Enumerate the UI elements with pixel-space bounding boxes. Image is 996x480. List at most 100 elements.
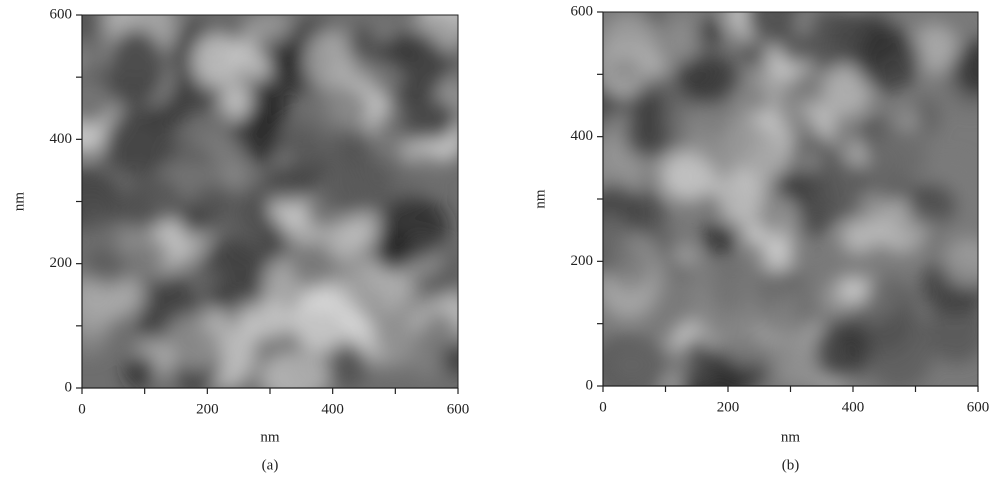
grain (624, 188, 668, 238)
grain (263, 163, 317, 204)
y-tick-label: 600 (50, 6, 73, 22)
x-tick-label: 0 (599, 399, 607, 415)
grain (191, 32, 242, 89)
grain (796, 151, 823, 174)
grain (774, 174, 797, 195)
grain (700, 221, 738, 256)
y-tick-label: 0 (586, 377, 594, 393)
grain (866, 129, 928, 188)
grain (675, 52, 741, 105)
x-tick-label: 400 (842, 399, 865, 415)
grain (943, 238, 978, 287)
grain (907, 183, 957, 229)
y-tick-label: 200 (571, 253, 594, 269)
grain (784, 107, 817, 147)
grain (85, 249, 127, 288)
grain (328, 345, 369, 388)
grain (641, 12, 667, 23)
x-tick-label: 600 (967, 399, 990, 415)
grain (743, 223, 766, 246)
afm-texture (603, 12, 978, 386)
grain (224, 165, 246, 188)
grain (124, 354, 157, 388)
grain (779, 28, 814, 67)
grain (691, 268, 761, 347)
grain (189, 147, 211, 166)
y-axis-label: nm (532, 189, 548, 209)
y-axis-label: nm (11, 192, 27, 212)
x-tick-label: 600 (447, 401, 470, 417)
grain (245, 77, 290, 135)
x-axis-label: nm (781, 429, 801, 445)
grain (670, 245, 699, 268)
grain (289, 243, 333, 287)
grain (324, 156, 394, 216)
y-tick-label: 400 (50, 131, 73, 147)
grain (401, 96, 458, 143)
afm-texture (82, 15, 458, 388)
grain (954, 38, 978, 97)
x-tick-label: 200 (196, 401, 219, 417)
grain (658, 346, 697, 376)
grain (603, 213, 630, 250)
grain (821, 64, 872, 119)
grain (198, 239, 266, 313)
grain (762, 236, 794, 273)
grain (365, 63, 404, 96)
grain (440, 344, 458, 375)
grain (303, 30, 359, 92)
grain (696, 18, 724, 49)
grain (193, 264, 220, 298)
grain (163, 314, 226, 371)
grain (608, 238, 652, 290)
afm-grains (82, 15, 458, 388)
grain (178, 205, 211, 228)
grain (663, 375, 686, 386)
grain (625, 111, 668, 159)
caption: (a) (262, 457, 279, 473)
grain (840, 219, 879, 255)
grain (659, 150, 718, 202)
grain (802, 12, 867, 72)
grain (82, 15, 101, 39)
grain (290, 290, 355, 354)
x-tick-label: 400 (321, 401, 344, 417)
grain (82, 279, 120, 335)
y-tick-label: 600 (571, 3, 594, 19)
grain (314, 84, 371, 137)
x-tick-label: 0 (78, 401, 86, 417)
grain (279, 118, 330, 170)
grain (240, 300, 294, 341)
grain (84, 207, 107, 228)
grain (627, 89, 668, 119)
grain (603, 335, 664, 386)
grain (82, 67, 115, 126)
caption: (b) (782, 457, 800, 473)
grain (220, 84, 252, 120)
grain (102, 110, 174, 176)
grain (664, 17, 702, 63)
afm-grains (603, 12, 978, 386)
grain (686, 86, 757, 170)
grain (115, 196, 161, 233)
grain (717, 170, 764, 226)
grain (707, 178, 729, 199)
y-tick-label: 400 (571, 128, 594, 144)
grain (246, 138, 280, 163)
grain (106, 28, 166, 106)
grain (345, 27, 384, 64)
grain (344, 212, 388, 247)
grain (344, 264, 377, 291)
grain (813, 321, 870, 382)
grain (750, 268, 810, 339)
grain (840, 277, 870, 305)
grain (854, 28, 922, 92)
grain (911, 24, 959, 74)
grain (420, 310, 458, 349)
y-tick-label: 0 (65, 379, 73, 395)
x-axis-label: nm (260, 429, 280, 445)
grain (214, 291, 237, 310)
grain (910, 96, 941, 136)
grain (259, 350, 329, 388)
